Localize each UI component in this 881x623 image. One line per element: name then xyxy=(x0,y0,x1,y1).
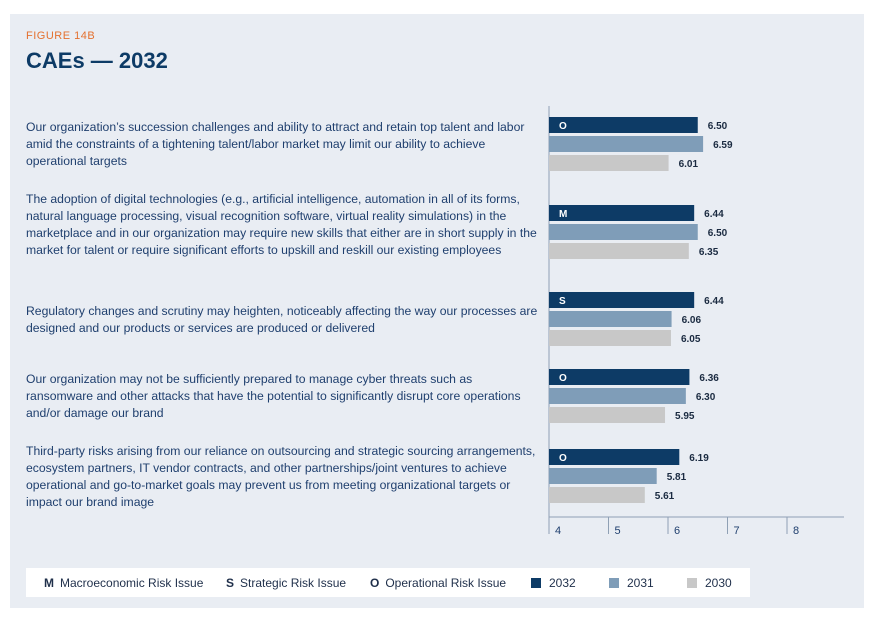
data-label-2-2031: 6.50 xyxy=(708,228,728,239)
bar-4-2031 xyxy=(549,388,686,404)
data-label-4-2032: 6.36 xyxy=(699,373,719,384)
bar-4-2032 xyxy=(549,369,690,385)
bar-2-2031 xyxy=(549,224,698,240)
legend: M Macroeconomic Risk Issue S Strategic Ris… xyxy=(26,568,750,597)
bar-1-2032 xyxy=(549,117,698,133)
legend-item-strategic: S Strategic Risk Issue xyxy=(226,576,346,590)
bar-3-2032 xyxy=(549,292,695,308)
data-label-4-2031: 6.30 xyxy=(696,392,716,403)
bar-5-2032 xyxy=(549,449,680,465)
x-tick-label-6: 6 xyxy=(674,525,680,537)
bar-1-2031 xyxy=(549,136,704,152)
bar-3-2031 xyxy=(549,311,672,327)
legend-swatch-2032 xyxy=(531,578,541,588)
data-label-5-2032: 6.19 xyxy=(689,453,709,464)
legend-item-2032: 2032 xyxy=(531,576,576,590)
legend-item-operational: O Operational Risk Issue xyxy=(370,576,506,590)
x-tick-label-8: 8 xyxy=(793,525,799,537)
data-label-1-2031: 6.59 xyxy=(713,140,733,151)
bar-2-2032 xyxy=(549,205,695,221)
data-label-5-2031: 5.81 xyxy=(667,472,687,483)
legend-swatch-2030 xyxy=(687,578,697,588)
legend-code-o: O xyxy=(370,576,380,590)
bar-1-2030 xyxy=(549,155,669,171)
figure-title: CAEs — 2032 xyxy=(26,48,168,73)
x-tick-label-7: 7 xyxy=(734,525,740,537)
data-label-4-2030: 5.95 xyxy=(675,411,695,422)
bar-3-2030 xyxy=(549,330,671,346)
legend-label-strategic: Strategic Risk Issue xyxy=(240,576,347,590)
figure-panel xyxy=(10,14,864,608)
risk-text-5: Third-party risks arising from our relia… xyxy=(26,444,536,509)
risk-code-1: O xyxy=(559,121,567,132)
data-label-3-2030: 6.05 xyxy=(681,334,701,345)
data-label-1-2030: 6.01 xyxy=(679,159,699,170)
legend-label-2030: 2030 xyxy=(705,576,732,590)
legend-label-operational: Operational Risk Issue xyxy=(385,576,507,590)
risk-text-2: The adoption of digital technologies (e.… xyxy=(26,192,537,257)
risk-text-3: Regulatory changes and scrutiny may heig… xyxy=(26,304,538,335)
x-tick-label-4: 4 xyxy=(555,525,561,537)
risk-text-1: Our organization’s succession challenges… xyxy=(26,120,525,168)
x-tick-label-5: 5 xyxy=(615,525,621,537)
legend-label-2032: 2032 xyxy=(549,576,576,590)
legend-code-m: M xyxy=(44,576,54,590)
legend-label-2031: 2031 xyxy=(627,576,654,590)
bar-5-2031 xyxy=(549,468,657,484)
risk-code-2: M xyxy=(559,209,567,220)
legend-code-s: S xyxy=(226,576,235,590)
legend-label-macroeconomic: Macroeconomic Risk Issue xyxy=(60,576,204,590)
figure-label: FIGURE 14B xyxy=(26,30,96,42)
data-label-3-2032: 6.44 xyxy=(704,296,724,307)
risk-code-5: O xyxy=(559,453,567,464)
bar-2-2030 xyxy=(549,243,689,259)
risk-text-4: Our organization may not be sufficiently… xyxy=(26,372,521,420)
data-label-3-2031: 6.06 xyxy=(682,315,702,326)
legend-item-macroeconomic: M Macroeconomic Risk Issue xyxy=(44,576,203,590)
legend-item-2030: 2030 xyxy=(687,576,732,590)
bar-4-2030 xyxy=(549,407,666,423)
legend-item-2031: 2031 xyxy=(609,576,654,590)
data-label-2-2030: 6.35 xyxy=(699,247,719,258)
data-label-2-2032: 6.44 xyxy=(704,209,724,220)
data-label-1-2032: 6.50 xyxy=(708,121,728,132)
data-label-5-2030: 5.61 xyxy=(655,491,675,502)
risk-code-4: O xyxy=(559,373,567,384)
legend-swatch-2031 xyxy=(609,578,619,588)
bar-5-2030 xyxy=(549,487,645,503)
risk-code-3: S xyxy=(559,296,566,307)
